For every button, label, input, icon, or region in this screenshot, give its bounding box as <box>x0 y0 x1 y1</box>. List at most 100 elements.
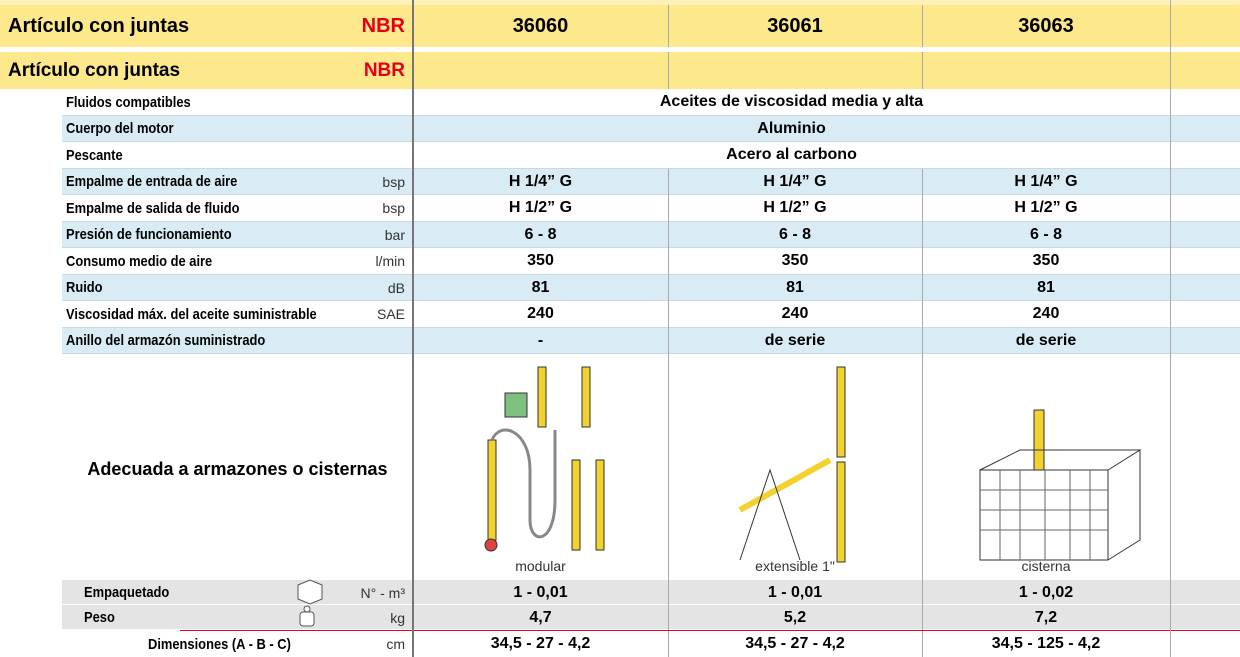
main-divider <box>412 0 414 657</box>
column-line <box>922 195 923 222</box>
packaging-value: 1 - 0,01 <box>767 583 823 601</box>
spec-unit: bsp <box>382 173 405 190</box>
spec-unit: bsp <box>382 200 405 217</box>
packaging-unit: kg <box>390 609 405 626</box>
column-line <box>668 327 669 354</box>
spec-row <box>62 221 1240 248</box>
red-rule <box>180 630 1240 631</box>
column-line <box>922 301 923 328</box>
column-line <box>922 631 923 657</box>
spec-row <box>62 274 1240 301</box>
column-line <box>668 195 669 222</box>
packaging-value: 1 - 0,01 <box>513 583 568 601</box>
spec-value: - <box>537 331 544 349</box>
spec-label: Empalme de entrada de aire <box>66 173 238 191</box>
column-line <box>668 605 669 630</box>
spec-row <box>62 115 1240 142</box>
spec-label: Pescante <box>66 146 123 164</box>
spec-unit: bar <box>384 226 405 243</box>
packaging-value: 5,2 <box>783 608 807 626</box>
spec-label: Anillo del armazón suministrado <box>66 332 266 350</box>
spec-value: H 1/4” G <box>1014 172 1078 190</box>
column-line <box>668 5 669 47</box>
spec-value: H 1/2” G <box>1014 199 1078 217</box>
column-line <box>668 168 669 195</box>
column-line <box>922 605 923 630</box>
spec-value: de serie <box>764 331 826 349</box>
column-line <box>668 354 669 580</box>
spec-value: 81 <box>1037 278 1055 296</box>
image-caption: modular <box>515 558 566 574</box>
spec-value: H 1/4” G <box>508 172 573 190</box>
article-code: 36063 <box>1018 14 1074 37</box>
column-line <box>922 221 923 248</box>
spec-value: H 1/2” G <box>763 199 827 217</box>
spec-value: 6 - 8 <box>524 225 557 243</box>
packaging-value: 34,5 - 27 - 4,2 <box>745 635 845 652</box>
packaging-label: Dimensiones (A - B - C) <box>148 635 291 653</box>
spec-label: Cuerpo del motor <box>66 120 174 138</box>
spec-value: Acero al carbono <box>726 146 857 164</box>
spec-row <box>62 195 1240 222</box>
spec-value: Aluminio <box>757 119 826 137</box>
spec-row <box>62 89 1240 116</box>
spec-row <box>62 248 1240 275</box>
spec-value: 240 <box>1032 305 1060 323</box>
suitability-label: Adecuada a armazones o cisternas <box>87 458 388 479</box>
image-caption: cisterna <box>1021 558 1071 574</box>
packaging-row <box>62 580 1240 605</box>
packaging-value: 34,5 - 27 - 4,2 <box>490 635 591 652</box>
spec-value: Aceites de viscosidad media y alta <box>659 93 924 111</box>
spec-label: Empalme de salida de fluido <box>66 199 240 217</box>
packaging-label: Peso <box>84 609 115 626</box>
spec-label: Viscosidad máx. del aceite suministrable <box>66 305 317 323</box>
spec-value: 6 - 8 <box>1029 225 1062 243</box>
column-line <box>922 274 923 301</box>
column-line <box>922 5 923 47</box>
spec-value: 6 - 8 <box>778 225 811 243</box>
packaging-value: 1 - 0,02 <box>1018 583 1074 601</box>
packaging-value: 4,7 <box>529 608 552 626</box>
packaging-unit: N° - m³ <box>360 584 405 601</box>
header-material: NBR <box>363 59 405 81</box>
spec-unit: SAE <box>376 306 405 323</box>
packaging-row <box>62 605 1240 630</box>
spec-value: 350 <box>781 252 809 270</box>
spec-label: Presión de funcionamiento <box>66 226 232 244</box>
spec-value: 81 <box>786 278 804 296</box>
spec-unit: l/min <box>375 253 405 270</box>
column-line <box>922 327 923 354</box>
spec-value: de serie <box>1015 331 1077 349</box>
packaging-label: Empaquetado <box>84 584 170 601</box>
column-line <box>1170 0 1171 657</box>
packaging-value: 34,5 - 125 - 4,2 <box>991 635 1101 652</box>
spec-label: Consumo medio de aire <box>66 252 213 270</box>
header-row <box>0 5 1240 47</box>
column-line <box>922 168 923 195</box>
column-line <box>922 354 923 580</box>
spec-value: H 1/2” G <box>508 199 573 217</box>
column-line <box>668 248 669 275</box>
spec-value: 350 <box>527 252 554 270</box>
column-line <box>668 274 669 301</box>
column-line <box>668 52 669 89</box>
column-line <box>922 248 923 275</box>
header-label: Artículo con juntas <box>8 14 190 37</box>
spec-value: H 1/4” G <box>763 172 827 190</box>
column-line <box>922 580 923 605</box>
top-strip <box>0 0 1240 5</box>
packaging-unit: cm <box>386 636 405 652</box>
spec-row <box>62 327 1240 354</box>
column-line <box>668 301 669 328</box>
spec-value: 240 <box>781 305 809 323</box>
spec-value: 81 <box>531 278 550 296</box>
spec-value: 350 <box>1032 252 1060 270</box>
column-line <box>668 580 669 605</box>
packaging-value: 7,2 <box>1034 608 1058 626</box>
spec-label: Fluidos compatibles <box>66 93 191 111</box>
header-label: Artículo con juntas <box>8 59 181 81</box>
spec-row <box>62 301 1240 328</box>
spec-label: Ruido <box>66 279 103 297</box>
